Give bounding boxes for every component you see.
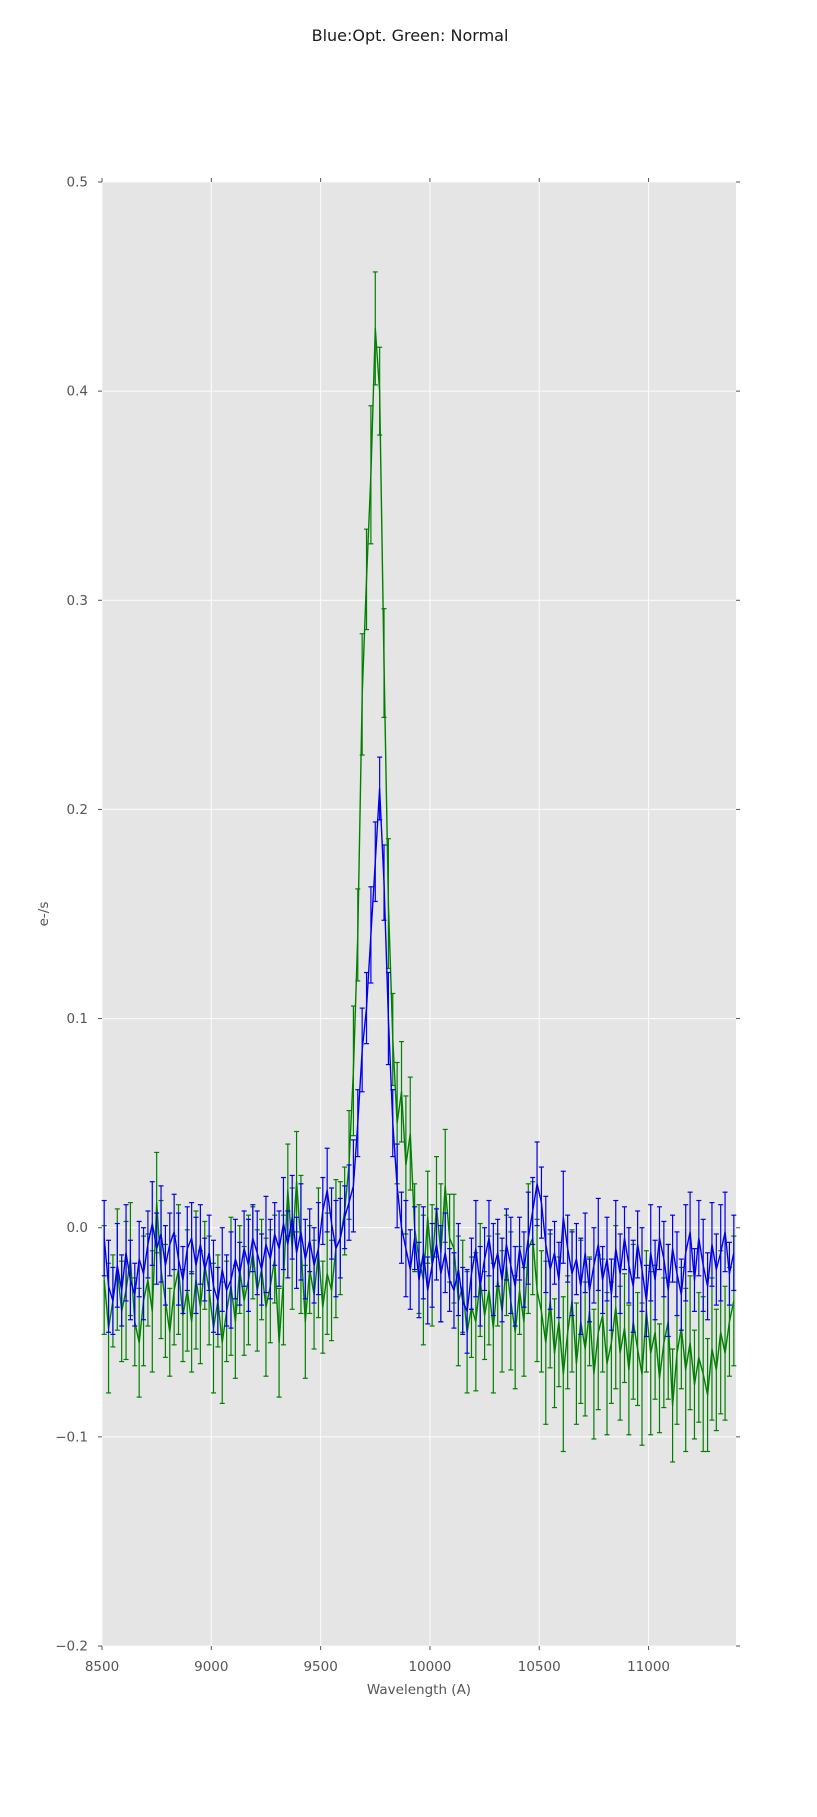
data-line <box>103 787 735 1313</box>
x-tick-label: 8500 <box>85 1659 119 1675</box>
y-tick-label: −0.2 <box>55 1639 88 1655</box>
plot-background <box>102 182 736 1646</box>
ticks-layer <box>98 178 740 1650</box>
x-tick-label: 11000 <box>627 1659 670 1675</box>
y-tick-label: 0.1 <box>67 1011 88 1027</box>
y-tick-label: 0.0 <box>67 1220 88 1236</box>
y-axis-label: e-/s <box>36 902 52 927</box>
x-tick-label: 9500 <box>303 1659 337 1675</box>
x-tick-label: 9000 <box>194 1659 228 1675</box>
y-tick-label: 0.5 <box>67 175 88 191</box>
x-axis-label: Wavelength (A) <box>367 1682 471 1698</box>
plot-area: 8500 9000 9500 10000 10500 11000 −0.2 −0.1 0.0 0.… <box>55 175 740 1676</box>
y-tick-label: 0.2 <box>67 802 88 818</box>
y-tick-label: 0.4 <box>67 384 88 400</box>
y-tick-label: −0.1 <box>55 1429 88 1445</box>
grid-layer <box>101 181 736 1647</box>
series-opt <box>101 756 737 1354</box>
tick-labels-layer: 8500 9000 9500 10000 10500 11000 −0.2 −0.1 0.0 0.… <box>55 175 670 1676</box>
chart-title: Blue:Opt. Green: Normal <box>312 26 509 45</box>
y-tick-label: 0.3 <box>67 593 88 609</box>
x-tick-label: 10000 <box>408 1659 451 1675</box>
x-tick-label: 10500 <box>518 1659 561 1675</box>
